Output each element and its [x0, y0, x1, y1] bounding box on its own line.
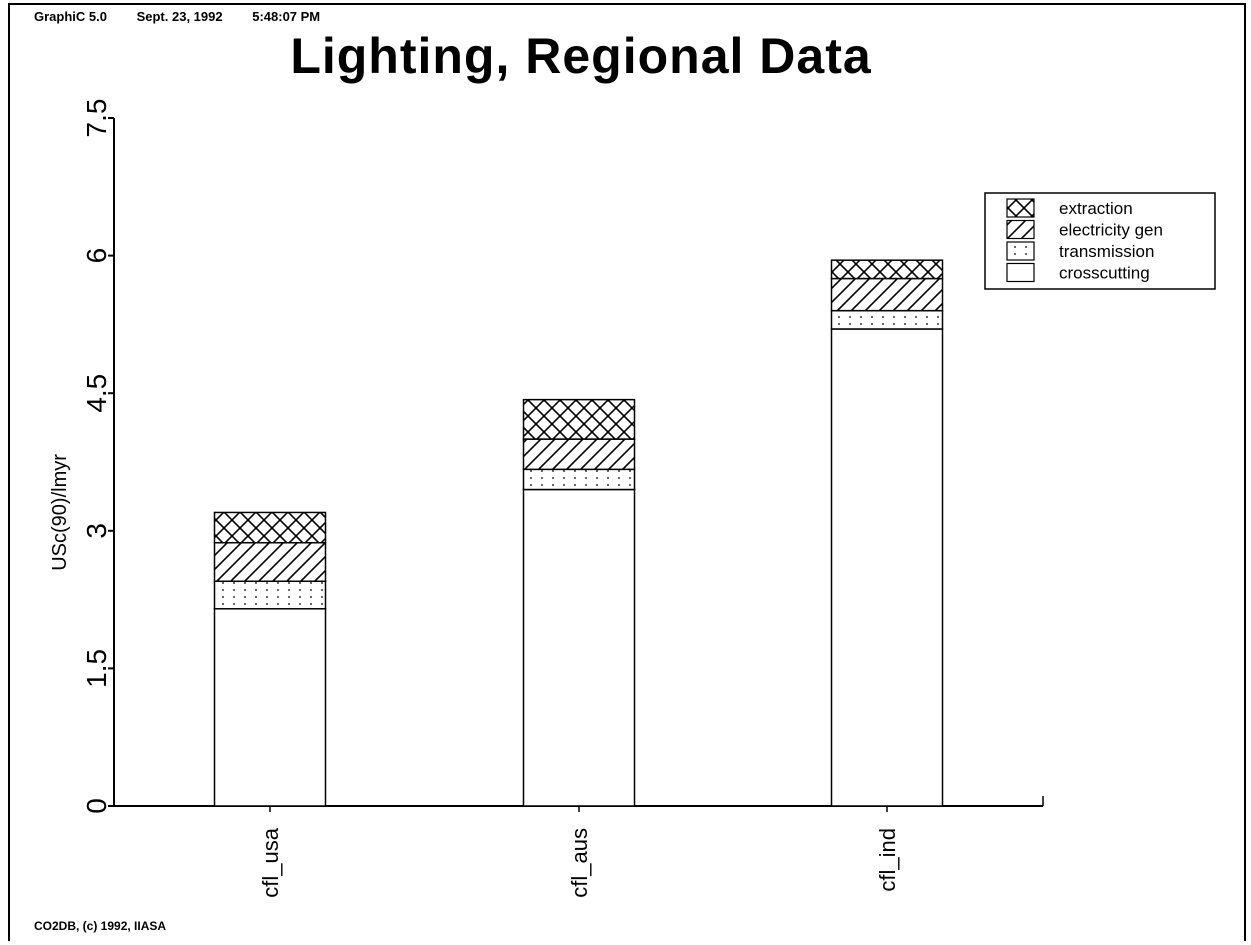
y-tick-label: 4.5 [81, 374, 112, 413]
header-info: GraphiC 5.0 Sept. 23, 1992 5:48:07 PM [34, 9, 320, 24]
page-frame [8, 3, 1246, 941]
bar-segment [213, 580, 327, 610]
copyright-footer: CO2DB, (c) 1992, IIASA [34, 919, 167, 933]
bar-segment [213, 608, 327, 807]
legend-label: electricity gen [1059, 221, 1163, 240]
bar-stack [522, 398, 636, 807]
y-tick-label: 7.5 [81, 99, 112, 138]
chart-title: Lighting, Regional Data [290, 28, 872, 84]
x-tick-label: cfl_usa [258, 827, 283, 897]
bar-segment [830, 328, 944, 807]
bar-segment [213, 511, 327, 544]
bar-segment [830, 277, 944, 312]
bar-stack [213, 511, 327, 807]
x-tick-label: cfl_ind [875, 828, 900, 892]
y-tick-label: 1.5 [81, 649, 112, 688]
print-date: Sept. 23, 1992 [136, 9, 223, 24]
legend-swatch [1006, 198, 1035, 218]
y-tick-label: 6 [81, 248, 112, 264]
legend-label: transmission [1059, 242, 1154, 261]
bar-segment [213, 541, 327, 583]
legend-swatch [1006, 262, 1035, 283]
y-axis-label: USc(90)/lmyr [49, 454, 71, 571]
bar-segment [522, 468, 636, 491]
bar-segment [830, 309, 944, 330]
bar-segment [522, 398, 636, 440]
y-tick-label: 3 [81, 523, 112, 539]
x-tick-label: cfl_aus [567, 828, 592, 898]
bar-stack [830, 259, 944, 807]
legend-label: crosscutting [1059, 264, 1150, 283]
program-name: GraphiC 5.0 [34, 9, 107, 24]
y-tick-label: 0 [81, 798, 112, 814]
bar-segment [830, 259, 944, 280]
legend-swatch [1006, 241, 1035, 261]
legend-label: extraction [1059, 199, 1133, 218]
legend-swatch [1006, 219, 1035, 240]
bar-segment [522, 438, 636, 471]
bar-segment [522, 488, 636, 807]
print-time: 5:48:07 PM [252, 9, 321, 24]
